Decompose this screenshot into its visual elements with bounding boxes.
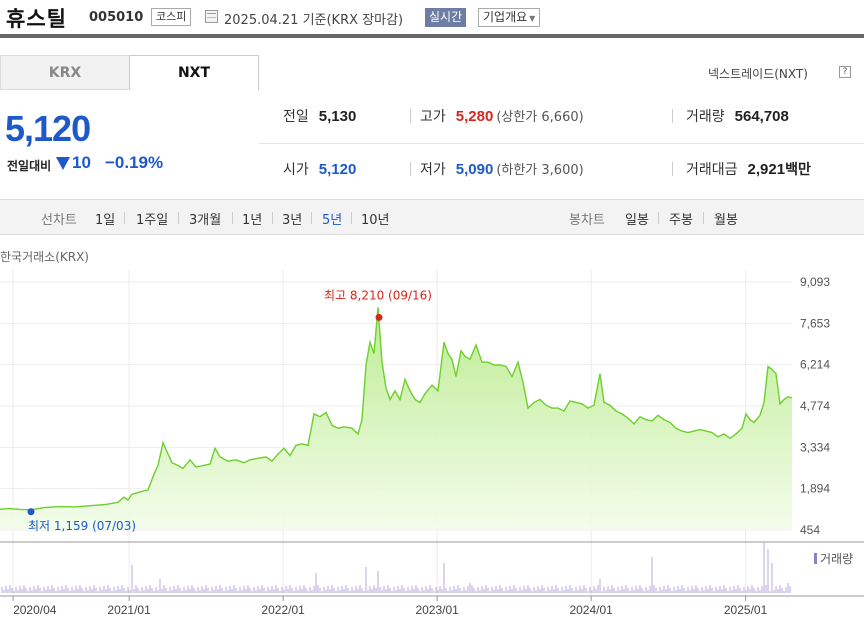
divider [178,212,179,224]
tab-nxt[interactable]: NXT [129,55,259,90]
open-price-value: 5,120 [318,161,357,178]
y-tick-label: 7,653 [800,316,830,330]
low-marker [27,508,35,516]
candle-chart-label: 봉차트 [569,213,605,228]
trade-amount: 거래대금 2,921백만 [686,159,811,179]
y-tick-label: 4,774 [800,399,830,413]
period-1w[interactable]: 1주일 [136,213,169,228]
company-overview-label: 기업개요 [483,10,528,24]
stock-header: 휴스틸 005010 코스피 2025.04.21 기준(KRX 장마감) 실시… [0,0,864,38]
trade-amount-label: 거래대금 [686,162,738,178]
calendar-icon [205,10,218,23]
period-10y[interactable]: 10년 [361,213,390,228]
y-tick-label: 1,894 [800,482,830,496]
divider [410,109,411,123]
period-1y[interactable]: 1년 [242,213,263,228]
reference-date: 2025.04.21 기준(KRX 장마감) [224,13,404,28]
divider [658,212,659,224]
volume-value: 564,708 [734,108,789,125]
price-chart[interactable]: 9,093 7,653 6,214 4,774 3,334 1,894 454 최고 8,2… [0,270,864,626]
price-area [0,307,792,530]
divider [703,212,704,224]
prev-close-value: 5,130 [318,108,357,125]
day-high-value: 5,280 [455,108,494,125]
market-badge: 코스피 [151,8,192,26]
divider [410,162,411,176]
stock-name: 휴스틸 [6,7,67,31]
nextrade-link[interactable]: 넥스트레이드(NXT) [708,67,808,81]
price-change: 10 [72,153,91,172]
x-tick-label: 2022/01 [261,603,305,617]
x-tick-label: 2024/01 [569,603,613,617]
trade-amount-unit: 백만 [785,162,811,178]
divider [672,162,673,176]
lower-limit: (하한가 3,600) [496,163,584,178]
x-tick-label: 2023/01 [415,603,459,617]
volume-label: 거래량 [686,109,725,125]
y-tick-label: 6,214 [800,358,830,372]
prev-close-label: 전일 [283,109,309,125]
y-tick-label: 3,334 [800,440,830,454]
open-price-label: 시가 [283,162,309,178]
volume-legend-label: 거래량 [820,552,853,566]
candle-daily[interactable]: 일봉 [625,213,649,228]
volume-legend-swatch [814,553,817,564]
exchange-label: 한국거래소(KRX) [0,250,89,264]
x-axis-ticks: 2020/04 2021/01 2022/01 2023/01 2024/01 2025/… [12,596,768,617]
company-overview-dropdown[interactable]: 기업개요 ▼ [478,8,541,27]
day-high: 고가 5,280 (상한가 6,660) [420,106,584,126]
volume-legend: 거래량 [814,552,853,566]
day-low-value: 5,090 [455,161,494,178]
current-price: 5,120 [5,108,91,149]
x-tick-label: 2025/01 [724,603,768,617]
stock-code: 005010 [89,10,144,25]
divider [672,109,673,123]
period-1d[interactable]: 1일 [95,213,116,228]
period-3m[interactable]: 3개월 [189,213,222,228]
price-line [0,307,793,511]
line-chart-label: 선차트 [41,213,77,228]
candle-monthly[interactable]: 월봉 [714,213,738,228]
candle-weekly[interactable]: 주봉 [669,213,693,228]
chart-annotations: 최고 8,210 (09/16) 최저 1,159 (07/03) [27,288,432,533]
upper-limit: (상한가 6,660) [496,110,584,125]
divider [259,143,864,144]
high-annotation: 최고 8,210 (09/16) [324,288,432,302]
divider [311,212,312,224]
period-3y[interactable]: 3년 [282,213,303,228]
divider [232,212,233,224]
period-5y[interactable]: 5년 [322,213,343,228]
x-tick-label: 2021/01 [107,603,151,617]
tab-krx[interactable]: KRX [0,55,129,90]
day-high-label: 고가 [420,109,446,125]
realtime-button[interactable]: 실시간 [425,8,467,27]
volume: 거래량 564,708 [686,106,789,126]
low-annotation: 최저 1,159 (07/03) [28,519,136,533]
down-triangle-icon [56,157,70,170]
exchange-tabs: KRX NXT [0,55,259,90]
divider [124,212,125,224]
open-price: 시가 5,120 [283,159,356,179]
chart-period-bar: 선차트 1일 1주일 3개월 1년 3년 5년 10년 봉차트 일봉 주봉 월봉 [0,199,864,235]
help-icon[interactable]: ? [839,66,851,78]
y-tick-label: 9,093 [800,275,830,289]
change-label: 전일대비 [7,159,52,173]
price-change-percent: −0.19% [105,153,164,172]
trade-amount-value: 2,921 [747,161,786,178]
volume-bars [1,543,791,593]
y-tick-label: 454 [800,523,820,537]
x-tick-label: 2020/04 [13,603,57,617]
prev-close: 전일 5,130 [283,106,356,126]
divider [272,212,273,224]
divider [351,212,352,224]
day-low: 저가 5,090 (하한가 3,600) [420,159,584,179]
day-low-label: 저가 [420,162,446,178]
high-marker [375,313,383,321]
y-axis-ticks: 9,093 7,653 6,214 4,774 3,334 1,894 454 [800,275,830,537]
chevron-down-icon: ▼ [529,14,536,23]
